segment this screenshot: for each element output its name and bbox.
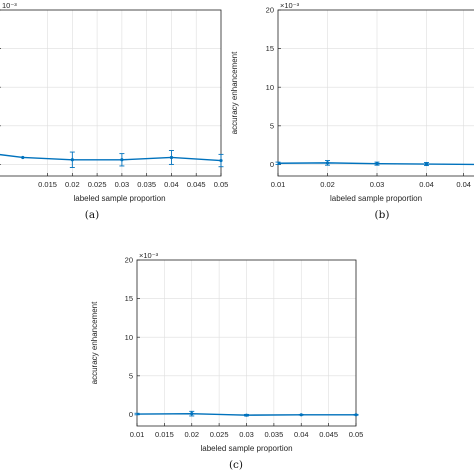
x-tick-label: 0.015 bbox=[38, 180, 57, 189]
y-tick-label: 0 bbox=[129, 410, 133, 419]
x-tick-label: 0.05 bbox=[349, 430, 364, 439]
x-tick-label: 0.035 bbox=[137, 180, 156, 189]
y-tick-label: 5 bbox=[270, 121, 274, 130]
x-tick-label: 0.045 bbox=[319, 430, 338, 439]
x-tick-label: 0.04 bbox=[294, 430, 309, 439]
data-point bbox=[120, 158, 124, 162]
y-tick-label: 20 bbox=[266, 6, 274, 15]
x-tick-label: 0.02 bbox=[320, 180, 335, 189]
data-point bbox=[354, 413, 358, 417]
data-point bbox=[299, 413, 303, 417]
series-line bbox=[0, 153, 222, 162]
x-tick-label: 0.04 bbox=[456, 180, 471, 189]
exponent-label: ×10⁻³ bbox=[139, 251, 159, 260]
chart-panel: 0.015 0.02 0.025 0.03 0.035 0.04 0.045 0.05 10⁻³… bbox=[0, 1, 228, 221]
data-point bbox=[244, 413, 249, 417]
y-tick-label: 0 bbox=[270, 160, 274, 169]
exponent-label: ×10⁻³ bbox=[280, 1, 300, 10]
data-point bbox=[21, 155, 25, 160]
y-tick-label: 5 bbox=[129, 371, 133, 380]
data-point bbox=[375, 162, 379, 166]
x-tick-label: 0.03 bbox=[239, 430, 254, 439]
x-tick-label: 0.03 bbox=[115, 180, 130, 189]
y-axis-label: accuracy enhancement bbox=[230, 51, 239, 134]
exponent-label: 10⁻³ bbox=[2, 1, 17, 10]
y-axis-label: accuracy enhancement bbox=[90, 301, 99, 384]
y-tick-label: 10 bbox=[125, 333, 133, 342]
x-tick-label: 0.015 bbox=[155, 430, 174, 439]
x-tick-label: 0.01 bbox=[271, 180, 286, 189]
y-tick-label: 20 bbox=[125, 256, 133, 265]
data-point bbox=[70, 158, 74, 162]
x-tick-label: 0.04 bbox=[164, 180, 179, 189]
chart-panel: 0.01 0.02 0.03 0.04 0.04 20 15 10 5 0 ×10⁻³ labeled… bbox=[230, 1, 474, 221]
x-tick-label: 0.025 bbox=[210, 430, 229, 439]
x-axis-label: labeled sample proportion bbox=[330, 194, 422, 203]
panel-caption: (a) bbox=[85, 209, 99, 221]
x-tick-label: 0.02 bbox=[65, 180, 80, 189]
x-tick-label: 0.02 bbox=[184, 430, 199, 439]
data-point bbox=[325, 161, 330, 165]
x-tick-label: 0.04 bbox=[419, 180, 434, 189]
data-point bbox=[219, 158, 223, 163]
x-axis-label: labeled sample proportion bbox=[73, 194, 165, 203]
panel-caption: (b) bbox=[375, 209, 390, 221]
chart-panel: 0.01 0.015 0.02 0.025 0.03 0.035 0.04 0.045 0.05… bbox=[90, 251, 363, 471]
data-point bbox=[424, 162, 429, 166]
x-tick-label: 0.05 bbox=[214, 180, 229, 189]
panel-caption: (c) bbox=[229, 459, 243, 471]
x-tick-label: 0.03 bbox=[370, 180, 385, 189]
x-tick-label: 0.025 bbox=[88, 180, 107, 189]
x-tick-label: 0.045 bbox=[187, 180, 206, 189]
x-axis-label: labeled sample proportion bbox=[200, 444, 292, 453]
data-point bbox=[190, 412, 194, 416]
data-point bbox=[169, 155, 174, 160]
x-tick-label: 0.035 bbox=[264, 430, 283, 439]
y-tick-label: 15 bbox=[266, 44, 274, 53]
y-tick-label: 15 bbox=[125, 294, 133, 303]
axes-box bbox=[0, 9, 222, 177]
y-tick-label: 10 bbox=[266, 83, 274, 92]
x-tick-label: 0.01 bbox=[130, 430, 145, 439]
axes-box bbox=[277, 9, 474, 177]
